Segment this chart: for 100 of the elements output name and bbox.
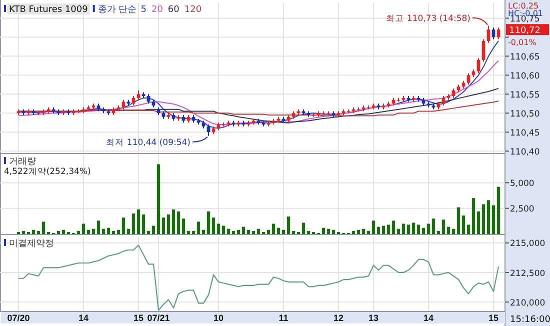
y-tick-label: 2,500 [510,204,534,215]
bar [426,224,430,234]
bar [96,220,100,234]
bar [136,209,140,234]
bar [116,230,120,234]
text: 15:16:00 [510,315,550,325]
bar [302,222,306,234]
bar [36,230,40,234]
candlestick [136,90,140,100]
bar [246,230,250,234]
bar [306,230,310,234]
bar [382,226,386,234]
bar [476,211,480,234]
bar [172,209,176,234]
bar [126,228,130,234]
bar [432,218,436,234]
y-tick-label: 215,000 [510,239,546,250]
bar [222,226,226,234]
bar [356,230,360,234]
bar [162,218,166,234]
bar [366,230,370,234]
bar [266,230,270,234]
annotation: 최고 110,73 (14:58) [386,14,470,24]
bar [146,230,150,234]
bar [242,226,246,234]
bar [182,218,186,234]
line-series [18,100,499,116]
bar [492,205,496,234]
bar [322,228,326,234]
bar [82,224,86,234]
bar [462,216,466,234]
text: -0,01% [508,38,537,47]
x-tick-label: 11 [278,313,288,323]
bar [396,228,400,234]
legend-title: 종가 단순 [98,5,137,15]
bar [276,228,280,234]
x-tick-label: 07/21 [147,313,170,323]
chart-title: KTB Futures 1009 [9,5,88,15]
text: LC:0,25 [508,2,539,10]
bar [376,226,380,234]
bar [186,230,190,234]
bar [402,224,406,234]
bar [92,228,96,234]
bar [192,230,196,234]
bar [292,230,296,234]
bar [442,220,446,234]
text: 20 [151,5,164,15]
x-tick-label: 13 [368,313,379,323]
bar [226,228,230,234]
bar [202,230,206,234]
bar [212,218,216,234]
bar [352,230,356,234]
bar [452,228,456,234]
bar [62,230,66,234]
x-tick-label: 12 [333,313,344,323]
text: HC:-0,01 [508,9,543,18]
y-tick-label: 110,65 [510,52,540,62]
bar [22,230,26,234]
bar [156,164,160,234]
bar [436,230,440,234]
bar [132,213,136,234]
bar [486,200,490,234]
bar [206,211,210,234]
bar [56,230,60,234]
bar [196,222,200,234]
y-tick-label: 210,000 [510,298,546,308]
y-tick-label: 110,45 [510,128,540,138]
annotation: 최저 110,44 (09:54) [106,138,190,148]
y-tick-label: 110,50 [510,109,540,120]
x-tick-label: 14 [78,313,89,323]
text: 5 [140,5,146,15]
bar [406,224,410,234]
text: 4,522계약(252,34%) [4,167,91,177]
y-tick-label: 212,500 [510,268,546,279]
bar [482,204,486,234]
bar [326,228,330,234]
x-tick-label: 14 [423,313,434,323]
bar [332,230,336,234]
bar [256,228,260,234]
bar [32,230,36,234]
bar [362,228,366,234]
x-tick-label: 15 [133,313,144,323]
bar [106,228,110,234]
chart-title: 거래량 [9,157,36,167]
bar [76,230,80,234]
bar [152,226,156,234]
bar [496,186,500,234]
candlestick [122,99,126,110]
chart-title: 미결제약정 [9,239,54,249]
bar [112,230,116,234]
bar [446,226,450,234]
bar [236,230,240,234]
y-tick-label: 5,000 [510,179,534,189]
bar [86,230,90,234]
bar [472,198,476,234]
bar [42,222,46,234]
y-tick-label: 110,40 [510,147,540,158]
text: 120 [184,5,202,15]
bar [216,224,220,234]
bar [416,224,420,234]
